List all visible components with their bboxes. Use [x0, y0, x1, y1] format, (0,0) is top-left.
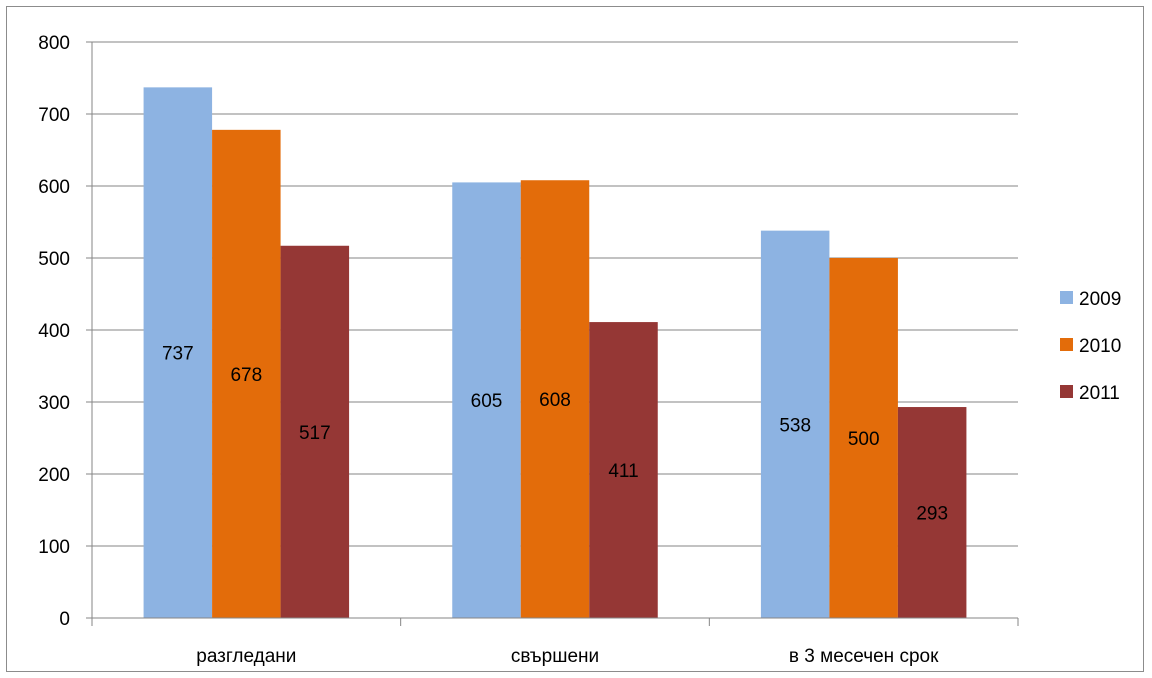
data-label: 500: [848, 429, 880, 450]
bar: [143, 87, 213, 619]
bar: [452, 182, 521, 618]
bar: [897, 407, 967, 618]
y-tick-label: 0: [59, 609, 70, 630]
legend-label: 2009: [1079, 289, 1121, 310]
y-tick-label: 700: [38, 105, 70, 126]
y-tick-label: 200: [38, 465, 70, 486]
data-label: 411: [608, 461, 638, 482]
x-category-label: в 3 месечен срок: [789, 646, 939, 667]
bar: [760, 230, 830, 618]
data-label: 737: [162, 344, 194, 365]
y-tick-label: 400: [38, 321, 70, 342]
y-tick-label: 600: [38, 177, 70, 198]
bars: [143, 87, 967, 619]
legend: 2009 2010 2011: [1060, 289, 1121, 404]
y-tick-label: 300: [38, 393, 70, 414]
y-tick-label: 800: [38, 33, 70, 54]
bar: [589, 322, 658, 618]
legend-swatch: [1060, 291, 1073, 304]
y-axis-ticks: 0 100 200 300 400 500 600 700 800: [38, 33, 70, 630]
legend-swatch: [1060, 338, 1073, 351]
data-label: 678: [230, 365, 262, 386]
x-category-label: свършени: [511, 646, 599, 667]
y-tick-label: 100: [38, 537, 70, 558]
bar: [829, 258, 898, 618]
data-label: 293: [916, 504, 948, 525]
x-axis-category-labels: разгледани свършени в 3 месечен срок: [196, 646, 939, 667]
x-category-label: разгледани: [196, 646, 296, 667]
data-label: 608: [539, 390, 571, 411]
x-axis: [91, 42, 1019, 626]
legend-swatch: [1060, 385, 1073, 398]
bar: [212, 129, 281, 618]
data-label: 538: [779, 415, 811, 436]
legend-label: 2010: [1079, 336, 1121, 357]
bar: [280, 245, 350, 618]
legend-label: 2011: [1079, 383, 1120, 404]
data-labels: 737 678 517 605 608 411 538 500 293: [162, 344, 948, 525]
bar: [520, 180, 590, 619]
y-tick-label: 500: [38, 249, 70, 270]
data-label: 517: [299, 423, 331, 444]
data-label: 605: [471, 391, 503, 412]
